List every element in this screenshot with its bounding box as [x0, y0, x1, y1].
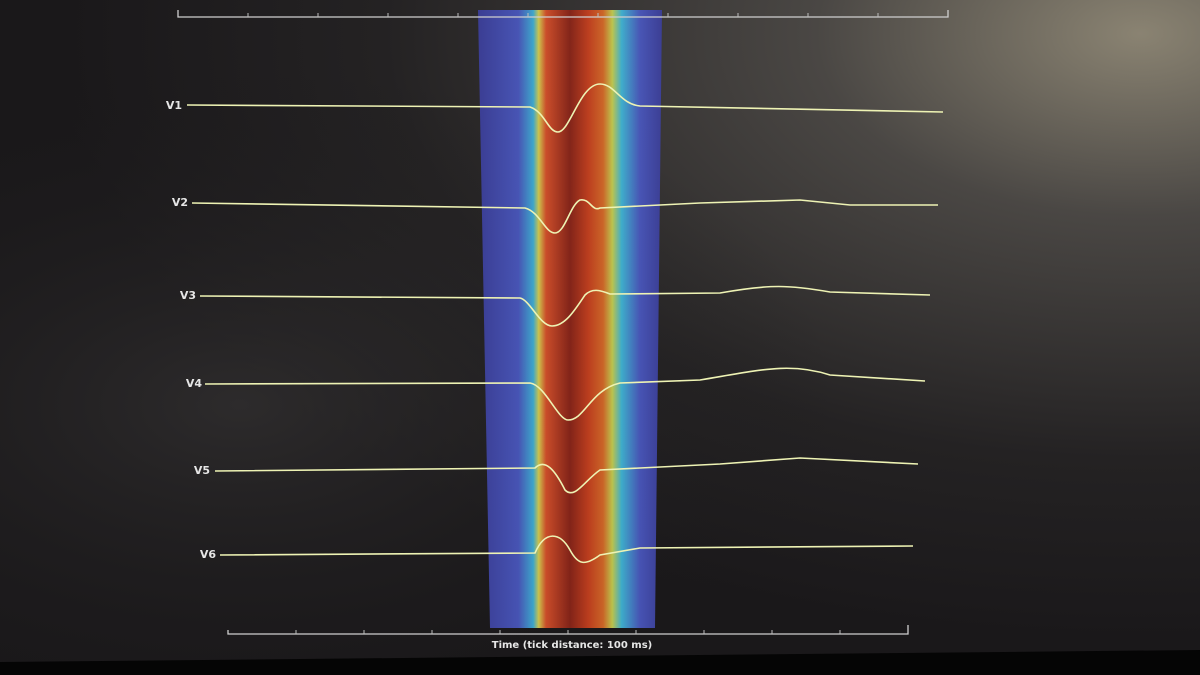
lead-label: V3: [180, 289, 196, 302]
lead-label: V2: [172, 196, 188, 209]
trace: [214, 457, 919, 494]
lead-label: V1: [166, 99, 182, 112]
lead-label: V5: [194, 464, 210, 477]
bezel: [0, 650, 1200, 675]
tick-group: [247, 13, 879, 634]
x-axis-label: Time (tick distance: 100 ms): [492, 640, 652, 651]
trace: [186, 83, 944, 133]
top-axis: [177, 10, 949, 18]
lead-label: V4: [186, 377, 203, 390]
heatmap: [478, 10, 662, 628]
lead-label: V6: [200, 548, 217, 561]
trace: [219, 535, 914, 564]
trace: [199, 285, 931, 327]
trace: [204, 367, 926, 421]
trace: [191, 199, 938, 234]
